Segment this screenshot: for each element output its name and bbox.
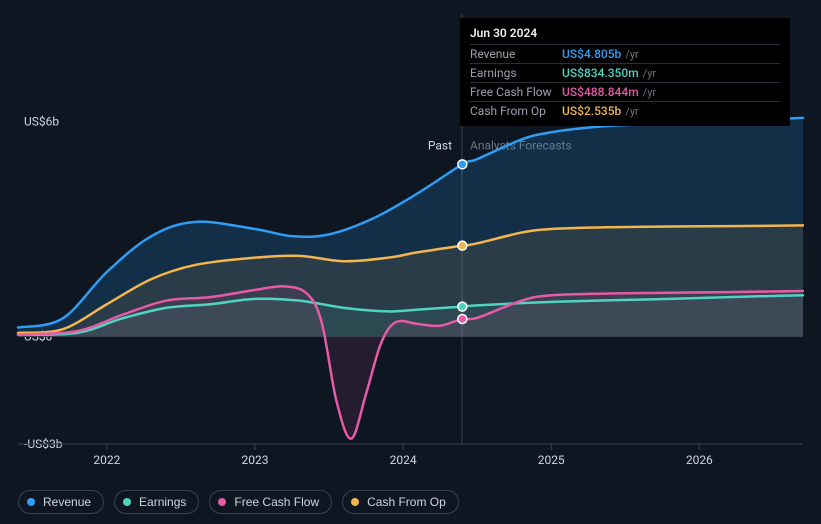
y-axis-label: US$6b (24, 115, 59, 129)
tooltip-label: Revenue (470, 47, 562, 61)
tooltip-row-revenue: RevenueUS$4.805b/yr (470, 44, 780, 63)
tooltip-value: US$834.350m (562, 66, 639, 80)
marker-revenue (458, 160, 467, 169)
legend-item-fcf[interactable]: Free Cash Flow (209, 490, 332, 514)
financial-history-chart: US$6bUS$0-US$3bPastAnalysts Forecasts202… (0, 0, 821, 524)
tooltip-value: US$488.844m (562, 85, 639, 99)
legend-dot-icon (218, 498, 226, 506)
legend-item-cash_from_op[interactable]: Cash From Op (342, 490, 459, 514)
x-axis-label: 2025 (538, 453, 565, 467)
tooltip-unit: /yr (625, 48, 638, 61)
marker-earnings (458, 302, 467, 311)
tooltip-unit: /yr (643, 67, 656, 80)
x-axis-label: 2026 (686, 453, 713, 467)
tooltip-value: US$4.805b (562, 47, 621, 61)
legend-label: Revenue (43, 495, 91, 509)
tooltip-row-cash-from-op: Cash From OpUS$2.535b/yr (470, 101, 780, 120)
tooltip-unit: /yr (643, 86, 656, 99)
x-axis-label: 2024 (390, 453, 417, 467)
tooltip-label: Earnings (470, 66, 562, 80)
section-label-past: Past (428, 139, 452, 153)
legend-dot-icon (123, 498, 131, 506)
chart-tooltip: Jun 30 2024 RevenueUS$4.805b/yrEarningsU… (460, 18, 790, 126)
tooltip-label: Cash From Op (470, 104, 562, 118)
legend-item-revenue[interactable]: Revenue (18, 490, 104, 514)
tooltip-label: Free Cash Flow (470, 85, 562, 99)
chart-legend: Revenue Earnings Free Cash Flow Cash From O… (18, 490, 459, 514)
marker-cash_from_op (458, 241, 467, 250)
legend-item-earnings[interactable]: Earnings (114, 490, 199, 514)
legend-dot-icon (27, 498, 35, 506)
legend-label: Earnings (139, 495, 186, 509)
x-axis-label: 2022 (93, 453, 120, 467)
legend-label: Cash From Op (367, 495, 446, 509)
tooltip-date: Jun 30 2024 (470, 24, 780, 44)
tooltip-value: US$2.535b (562, 104, 621, 118)
tooltip-row-free-cash-flow: Free Cash FlowUS$488.844m/yr (470, 82, 780, 101)
tooltip-row-earnings: EarningsUS$834.350m/yr (470, 63, 780, 82)
tooltip-unit: /yr (625, 105, 638, 118)
legend-label: Free Cash Flow (234, 495, 319, 509)
legend-dot-icon (351, 498, 359, 506)
marker-fcf (458, 314, 467, 323)
x-axis-label: 2023 (241, 453, 268, 467)
